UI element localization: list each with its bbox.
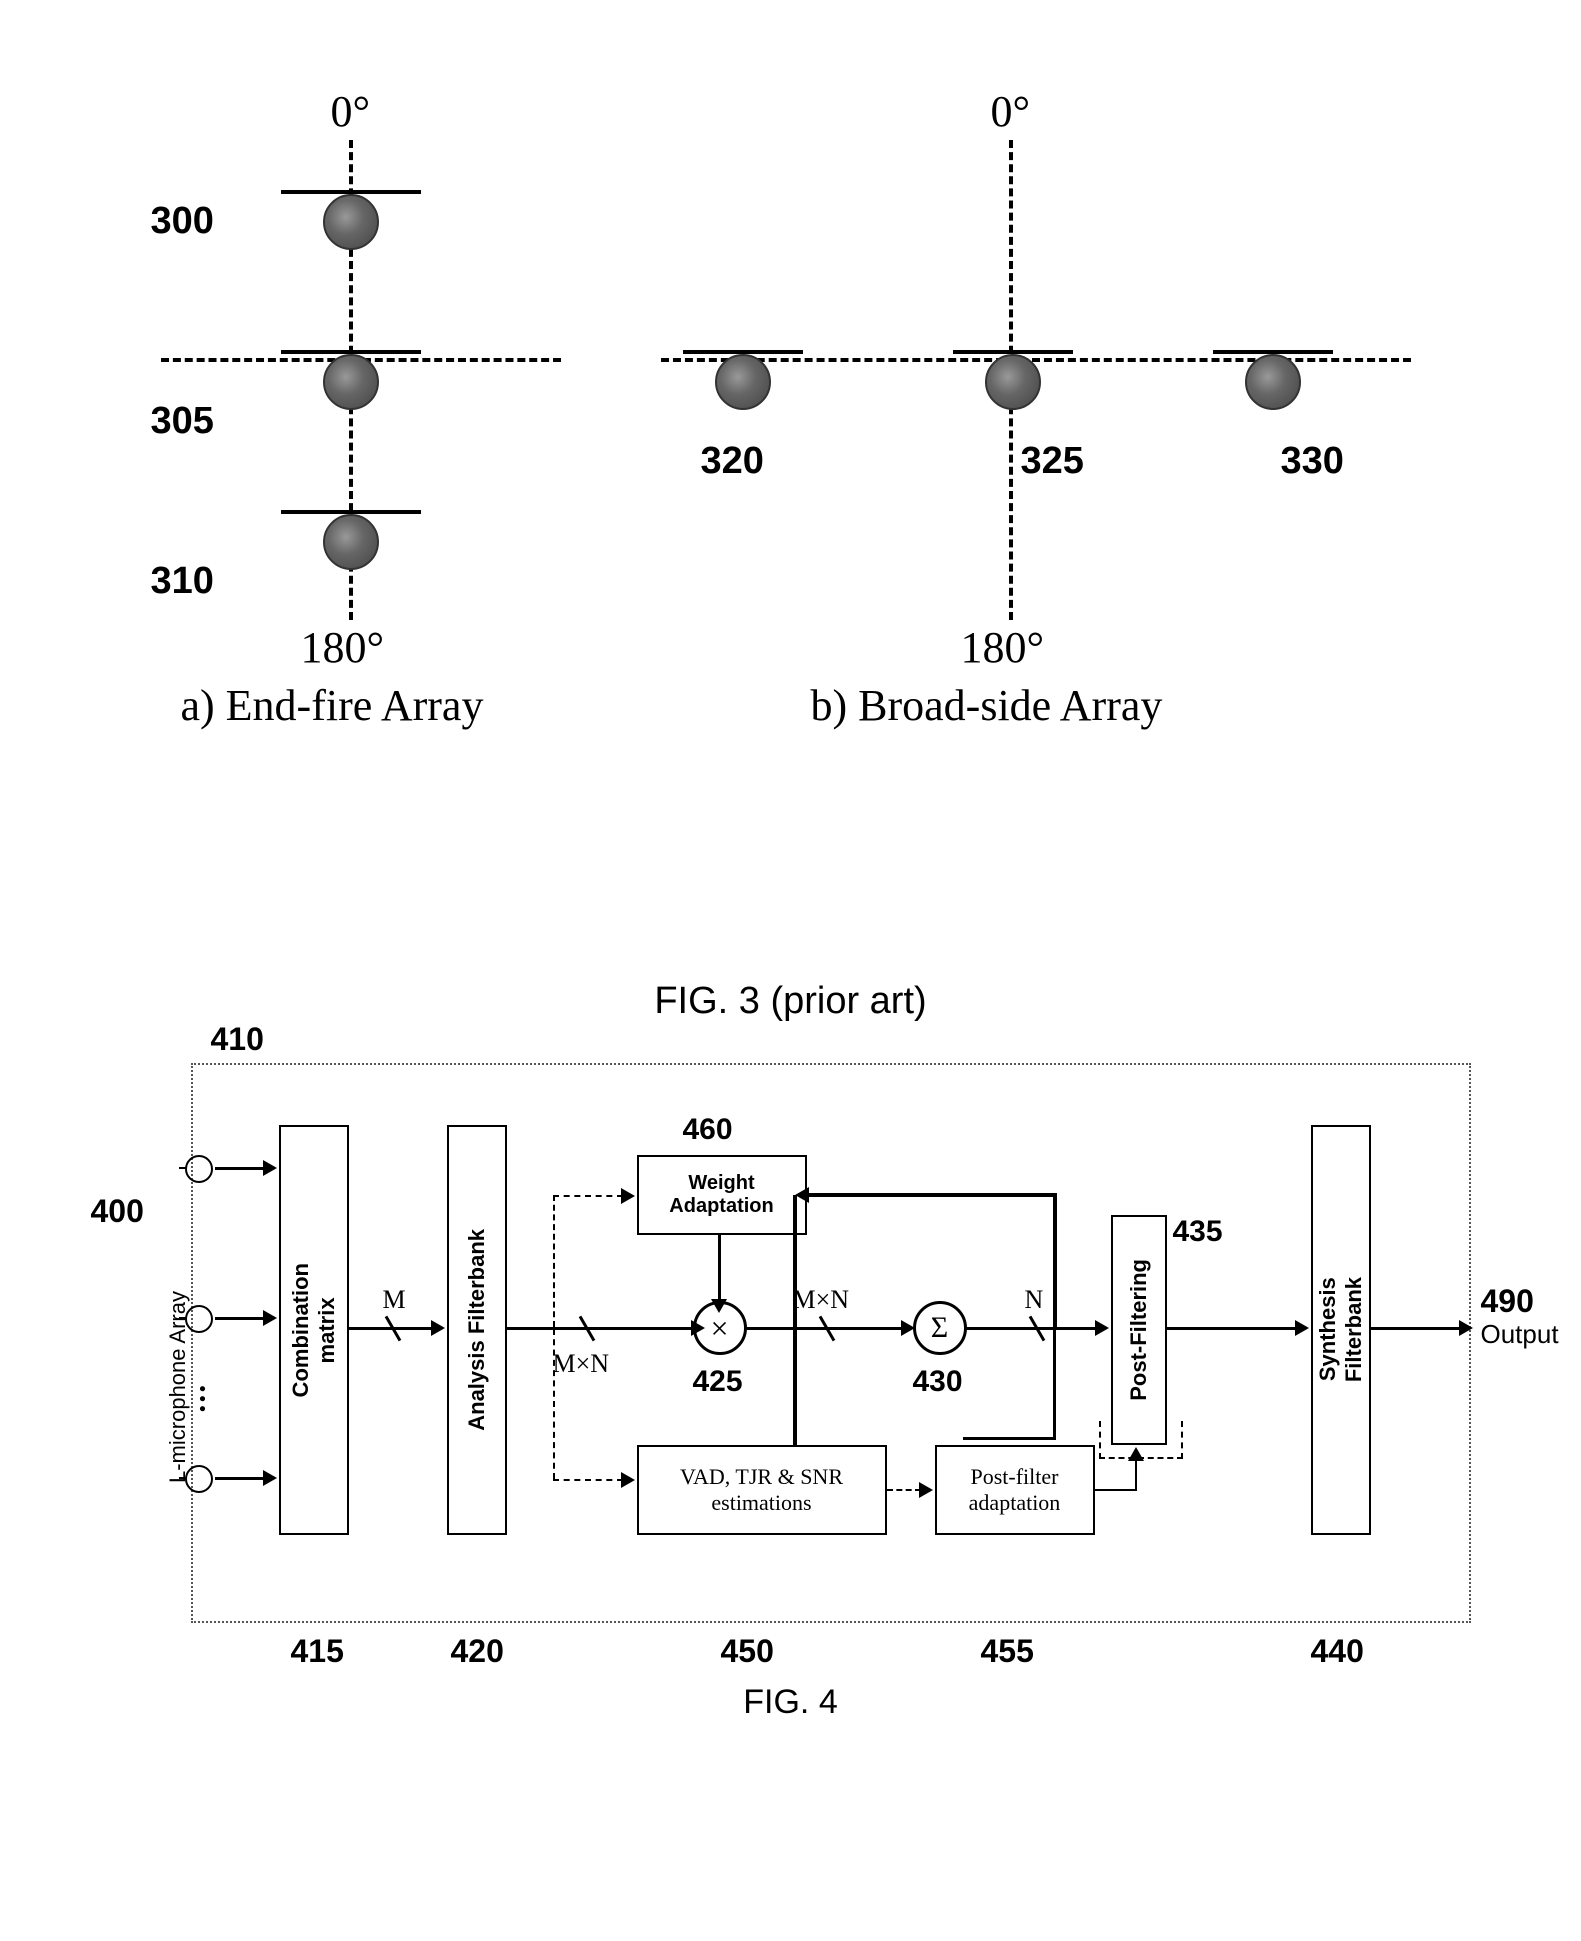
analysis-text: Analysis Filterbank	[464, 1229, 490, 1431]
arrow-head	[621, 1472, 635, 1488]
combination-matrix-block: Combination matrix	[279, 1125, 349, 1535]
arrow-head	[1095, 1320, 1109, 1336]
broadside-haxis	[661, 358, 1411, 362]
label-420: 420	[451, 1633, 504, 1670]
mic-305	[323, 354, 379, 410]
dashed-arrow	[887, 1489, 921, 1491]
arrow-head	[263, 1470, 277, 1486]
mic-symbol	[179, 1465, 209, 1495]
arrow-head	[621, 1188, 635, 1204]
weight-text: Weight Adaptation	[669, 1172, 773, 1218]
arrow-head	[1459, 1320, 1473, 1336]
endfire-caption: a) End-fire Array	[181, 680, 484, 731]
mic-300	[323, 194, 379, 250]
broadside-0deg: 0°	[991, 86, 1031, 137]
bus-M: M	[383, 1285, 406, 1315]
arrow-head	[1128, 1447, 1144, 1461]
arrow-head	[431, 1320, 445, 1336]
dashed-arrow	[553, 1479, 623, 1481]
mic-325	[985, 354, 1041, 410]
bus-MxN: M×N	[553, 1349, 610, 1379]
label-440: 440	[1311, 1633, 1364, 1670]
label-430: 430	[913, 1365, 963, 1399]
arrow	[1053, 1329, 1056, 1439]
label-305: 305	[151, 400, 214, 443]
endfire-0deg: 0°	[331, 86, 371, 137]
arrow	[215, 1477, 265, 1480]
mic-330	[1245, 354, 1301, 410]
broadside-caption: b) Broad-side Array	[811, 680, 1163, 731]
multiplier-block: ×	[693, 1301, 747, 1355]
label-330: 330	[1281, 440, 1344, 483]
analysis-filterbank-block: Analysis Filterbank	[447, 1125, 507, 1535]
fig4-caption: FIG. 4	[40, 1683, 1541, 1722]
mic-dots: ...	[199, 1375, 207, 1405]
arrow	[1053, 1195, 1057, 1329]
arrow	[793, 1327, 797, 1439]
label-425: 425	[693, 1365, 743, 1399]
arrow	[1371, 1327, 1461, 1330]
sum-symbol: Σ	[931, 1311, 948, 1345]
dashed-arrow	[553, 1329, 555, 1479]
bus-N: N	[1025, 1285, 1044, 1315]
postfilter-text: Post-Filtering	[1126, 1259, 1152, 1401]
label-435: 435	[1173, 1215, 1223, 1249]
label-310: 310	[151, 560, 214, 603]
figure-3: 0° 180° 300 305 310 a) End-fire Array 0°…	[91, 80, 1491, 880]
arrow	[1095, 1489, 1135, 1491]
label-300: 300	[151, 200, 214, 243]
arrow-head	[263, 1310, 277, 1326]
mic-symbol	[179, 1305, 209, 1335]
label-450: 450	[721, 1633, 774, 1670]
mic-array-label: L-microphone Array	[165, 1223, 191, 1483]
label-325: 325	[1021, 440, 1084, 483]
label-415: 415	[291, 1633, 344, 1670]
arrow	[215, 1317, 265, 1320]
arrow	[963, 1437, 1056, 1440]
arrow	[967, 1327, 1097, 1330]
pfadapt-text: Post-filter adaptation	[969, 1464, 1061, 1516]
arrow-head	[919, 1482, 933, 1498]
label-400: 400	[91, 1193, 144, 1230]
arrow-head	[1295, 1320, 1309, 1336]
combination-text: Combination matrix	[288, 1263, 340, 1397]
figure-4-box: ... Combination matrix M Analysis Filter…	[191, 1063, 1471, 1623]
label-490: 490	[1481, 1283, 1534, 1320]
synthesis-filterbank-block: Synthesis Filterbank	[1311, 1125, 1371, 1535]
endfire-180deg: 180°	[301, 622, 385, 673]
weight-adaptation-block: Weight Adaptation	[637, 1155, 807, 1235]
arrow	[507, 1327, 693, 1330]
mic-310	[323, 514, 379, 570]
bus-MxN2: M×N	[793, 1285, 850, 1315]
arrow	[793, 1195, 797, 1329]
label-410: 410	[211, 1021, 264, 1058]
label-460: 460	[683, 1113, 733, 1147]
vad-text: VAD, TJR & SNR estimations	[680, 1464, 843, 1516]
label-455: 455	[981, 1633, 1034, 1670]
synthesis-text: Synthesis Filterbank	[1315, 1277, 1367, 1382]
arrow	[807, 1193, 1057, 1197]
fig3-caption: FIG. 3 (prior art)	[40, 980, 1541, 1023]
arrow	[215, 1167, 265, 1170]
broadside-180deg: 180°	[961, 622, 1045, 673]
figure-4-wrap: 410 400 L-microphone Array ... Combinati…	[91, 1063, 1491, 1623]
arrow	[718, 1235, 721, 1301]
post-filtering-block: Post-Filtering	[1111, 1215, 1167, 1445]
mic-symbol	[179, 1155, 209, 1185]
dashed-arrow	[553, 1195, 623, 1197]
arrow-head	[795, 1187, 809, 1203]
summation-block: Σ	[913, 1301, 967, 1355]
vad-block: VAD, TJR & SNR estimations	[637, 1445, 887, 1535]
arrow	[1167, 1327, 1297, 1330]
postfilter-adapt-block: Post-filter adaptation	[935, 1445, 1095, 1535]
arrow-head	[263, 1160, 277, 1176]
output-label: Output	[1481, 1319, 1559, 1350]
arrow	[1135, 1459, 1137, 1491]
label-320: 320	[701, 440, 764, 483]
mic-320	[715, 354, 771, 410]
dashed-arrow	[553, 1195, 555, 1327]
